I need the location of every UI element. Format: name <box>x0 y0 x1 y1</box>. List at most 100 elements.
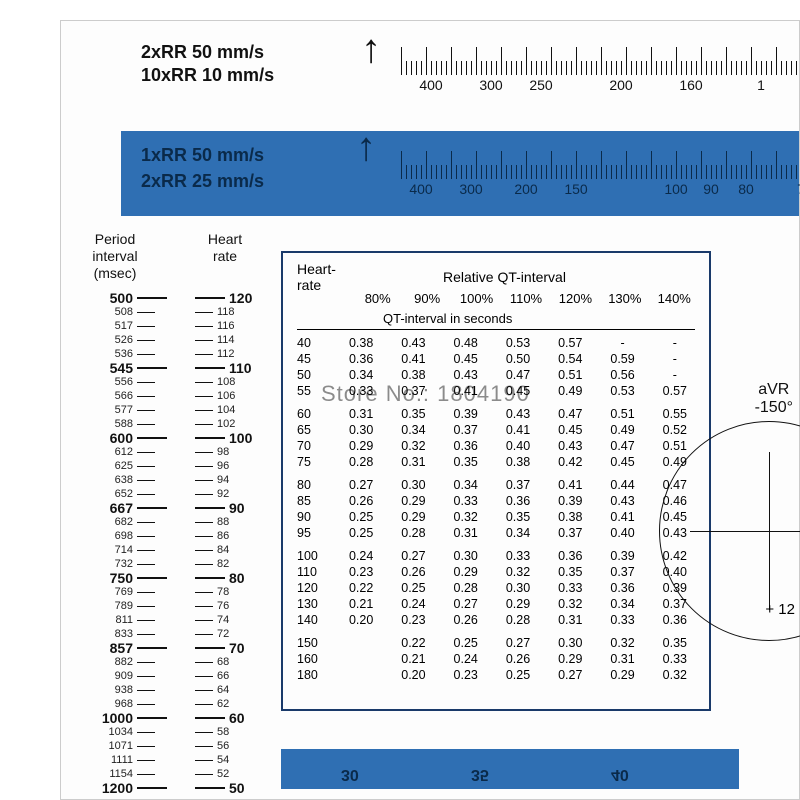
nomogram-row: 102 <box>195 417 275 431</box>
nomogram-row: 750 <box>97 571 177 585</box>
qt-row: 500.340.380.430.470.510.56- <box>291 367 701 383</box>
nomogram-row: 96 <box>195 459 275 473</box>
blue-speed-line-1: 1xRR 50 mm/s <box>141 145 264 166</box>
nomogram-row: 652 <box>97 487 177 501</box>
period-heartrate-nomogram: Periodinterval(msec) Heartrate 500508517… <box>75 231 275 789</box>
nomogram-row: 857 <box>97 641 177 655</box>
qt-row: 950.250.280.310.340.370.400.43 <box>291 525 701 541</box>
nomogram-row: 909 <box>97 669 177 683</box>
arrow-up-icon: ↑ <box>356 125 376 170</box>
qt-row: 750.280.310.350.380.420.450.49 <box>291 454 701 470</box>
blue-bottom-number: 30 <box>341 765 359 783</box>
qt-row: 850.260.290.330.360.390.430.46 <box>291 493 701 509</box>
nomogram-row: 714 <box>97 543 177 557</box>
ruler-number: 250 <box>529 77 552 93</box>
ruler-number: 150 <box>564 181 587 197</box>
nomogram-row: 118 <box>195 305 275 319</box>
qt-percent-cell: 80% <box>353 291 402 306</box>
top-speed-line-2: 10xRR 10 mm/s <box>141 64 274 87</box>
qt-row: 1000.240.270.300.330.360.390.42 <box>291 541 701 564</box>
ruler-number: 100 <box>664 181 687 197</box>
nomogram-row: 667 <box>97 501 177 515</box>
ecg-ruler-card: 2xRR 50 mm/s 10xRR 10 mm/s ↑ 40030025020… <box>60 20 800 800</box>
qt-percent-cell: 120% <box>551 291 600 306</box>
qt-row: 900.250.290.320.350.380.410.45 <box>291 509 701 525</box>
ruler-number: 300 <box>459 181 482 197</box>
nomogram-row: 566 <box>97 389 177 403</box>
nomogram-row: 78 <box>195 585 275 599</box>
nomogram-row: 517 <box>97 319 177 333</box>
qt-header-rule <box>297 329 695 330</box>
nomogram-row: 88 <box>195 515 275 529</box>
period-header: Periodinterval(msec) <box>75 231 155 281</box>
nomogram-row: 76 <box>195 599 275 613</box>
nomogram-row: 536 <box>97 347 177 361</box>
nomogram-row: 1200 <box>97 781 177 795</box>
blue-bottom-number: 40 <box>611 765 629 783</box>
nomogram-row: 588 <box>97 417 177 431</box>
qt-row: 1100.230.260.290.320.350.370.40 <box>291 564 701 580</box>
blue-ruler: 40030020015010090807 <box>401 139 799 179</box>
nomogram-row: 120 <box>195 291 275 305</box>
nomogram-row: 811 <box>97 613 177 627</box>
qt-row: 1300.210.240.270.290.320.340.37 <box>291 596 701 612</box>
nomogram-row: 92 <box>195 487 275 501</box>
nomogram-row: 98 <box>195 445 275 459</box>
nomogram-row: 104 <box>195 403 275 417</box>
qt-percent-header: 80%90%100%110%120%130%140% <box>353 291 699 306</box>
nomogram-row: 508 <box>97 305 177 319</box>
qt-percent-cell: 140% <box>650 291 699 306</box>
nomogram-row: 62 <box>195 697 275 711</box>
qt-row: 1500.220.250.270.300.320.35 <box>291 628 701 651</box>
nomogram-row: 68 <box>195 655 275 669</box>
nomogram-row: 732 <box>97 557 177 571</box>
qt-row: 700.290.320.360.400.430.470.51 <box>291 438 701 454</box>
qt-percent-cell: 110% <box>501 291 550 306</box>
qt-row: 1800.200.230.250.270.290.32 <box>291 667 701 683</box>
nomogram-row: 577 <box>97 403 177 417</box>
top-ruler: 4003002502001601 <box>401 35 799 75</box>
axis-plus-label: + 12 <box>765 601 795 618</box>
nomogram-row: 112 <box>195 347 275 361</box>
qt-row: 1200.220.250.280.300.330.360.39 <box>291 580 701 596</box>
qt-seconds-label: QT-interval in seconds <box>383 311 512 326</box>
ruler-number: 200 <box>514 181 537 197</box>
nomogram-row: 1111 <box>97 753 177 767</box>
nomogram-row: 84 <box>195 543 275 557</box>
nomogram-row: 114 <box>195 333 275 347</box>
blue-bottom-number: 35 <box>471 765 489 783</box>
qt-percent-cell: 100% <box>452 291 501 306</box>
nomogram-row: 545 <box>97 361 177 375</box>
nomogram-row: 74 <box>195 613 275 627</box>
qt-interval-table: Heart-rate Relative QT-interval 80%90%10… <box>281 251 711 711</box>
nomogram-row: 769 <box>97 585 177 599</box>
nomogram-row: 110 <box>195 361 275 375</box>
nomogram-row: 682 <box>97 515 177 529</box>
nomogram-row: 625 <box>97 459 177 473</box>
avr-label: aVR -150° <box>755 381 793 417</box>
qt-data-table: 400.380.430.480.530.57--450.360.410.450.… <box>291 335 701 683</box>
heartrate-header: Heartrate <box>185 231 265 265</box>
nomogram-row: 612 <box>97 445 177 459</box>
period-scale: 5005085175265365455565665775886006126256… <box>97 291 177 789</box>
nomogram-row: 1034 <box>97 725 177 739</box>
nomogram-row: 58 <box>195 725 275 739</box>
blue-band: 1xRR 50 mm/s 2xRR 25 mm/s ↑ 400300200150… <box>121 131 799 216</box>
nomogram-row: 50 <box>195 781 275 795</box>
qt-row: 1400.200.230.260.280.310.330.36 <box>291 612 701 628</box>
top-speed-labels: 2xRR 50 mm/s 10xRR 10 mm/s <box>141 41 274 88</box>
qt-row: 800.270.300.340.370.410.440.47 <box>291 470 701 493</box>
ruler-number: 160 <box>679 77 702 93</box>
nomogram-row: 86 <box>195 529 275 543</box>
qt-heartrate-label: Heart-rate <box>297 261 336 293</box>
nomogram-row: 526 <box>97 333 177 347</box>
ruler-number: 300 <box>479 77 502 93</box>
nomogram-row: 100 <box>195 431 275 445</box>
qt-row: 650.300.340.370.410.450.490.52 <box>291 422 701 438</box>
nomogram-row: 70 <box>195 641 275 655</box>
qt-row: 400.380.430.480.530.57-- <box>291 335 701 351</box>
qt-row: 450.360.410.450.500.540.59- <box>291 351 701 367</box>
nomogram-row: 94 <box>195 473 275 487</box>
nomogram-row: 556 <box>97 375 177 389</box>
blue-bottom-strip: 30 35 40 <box>281 749 739 789</box>
